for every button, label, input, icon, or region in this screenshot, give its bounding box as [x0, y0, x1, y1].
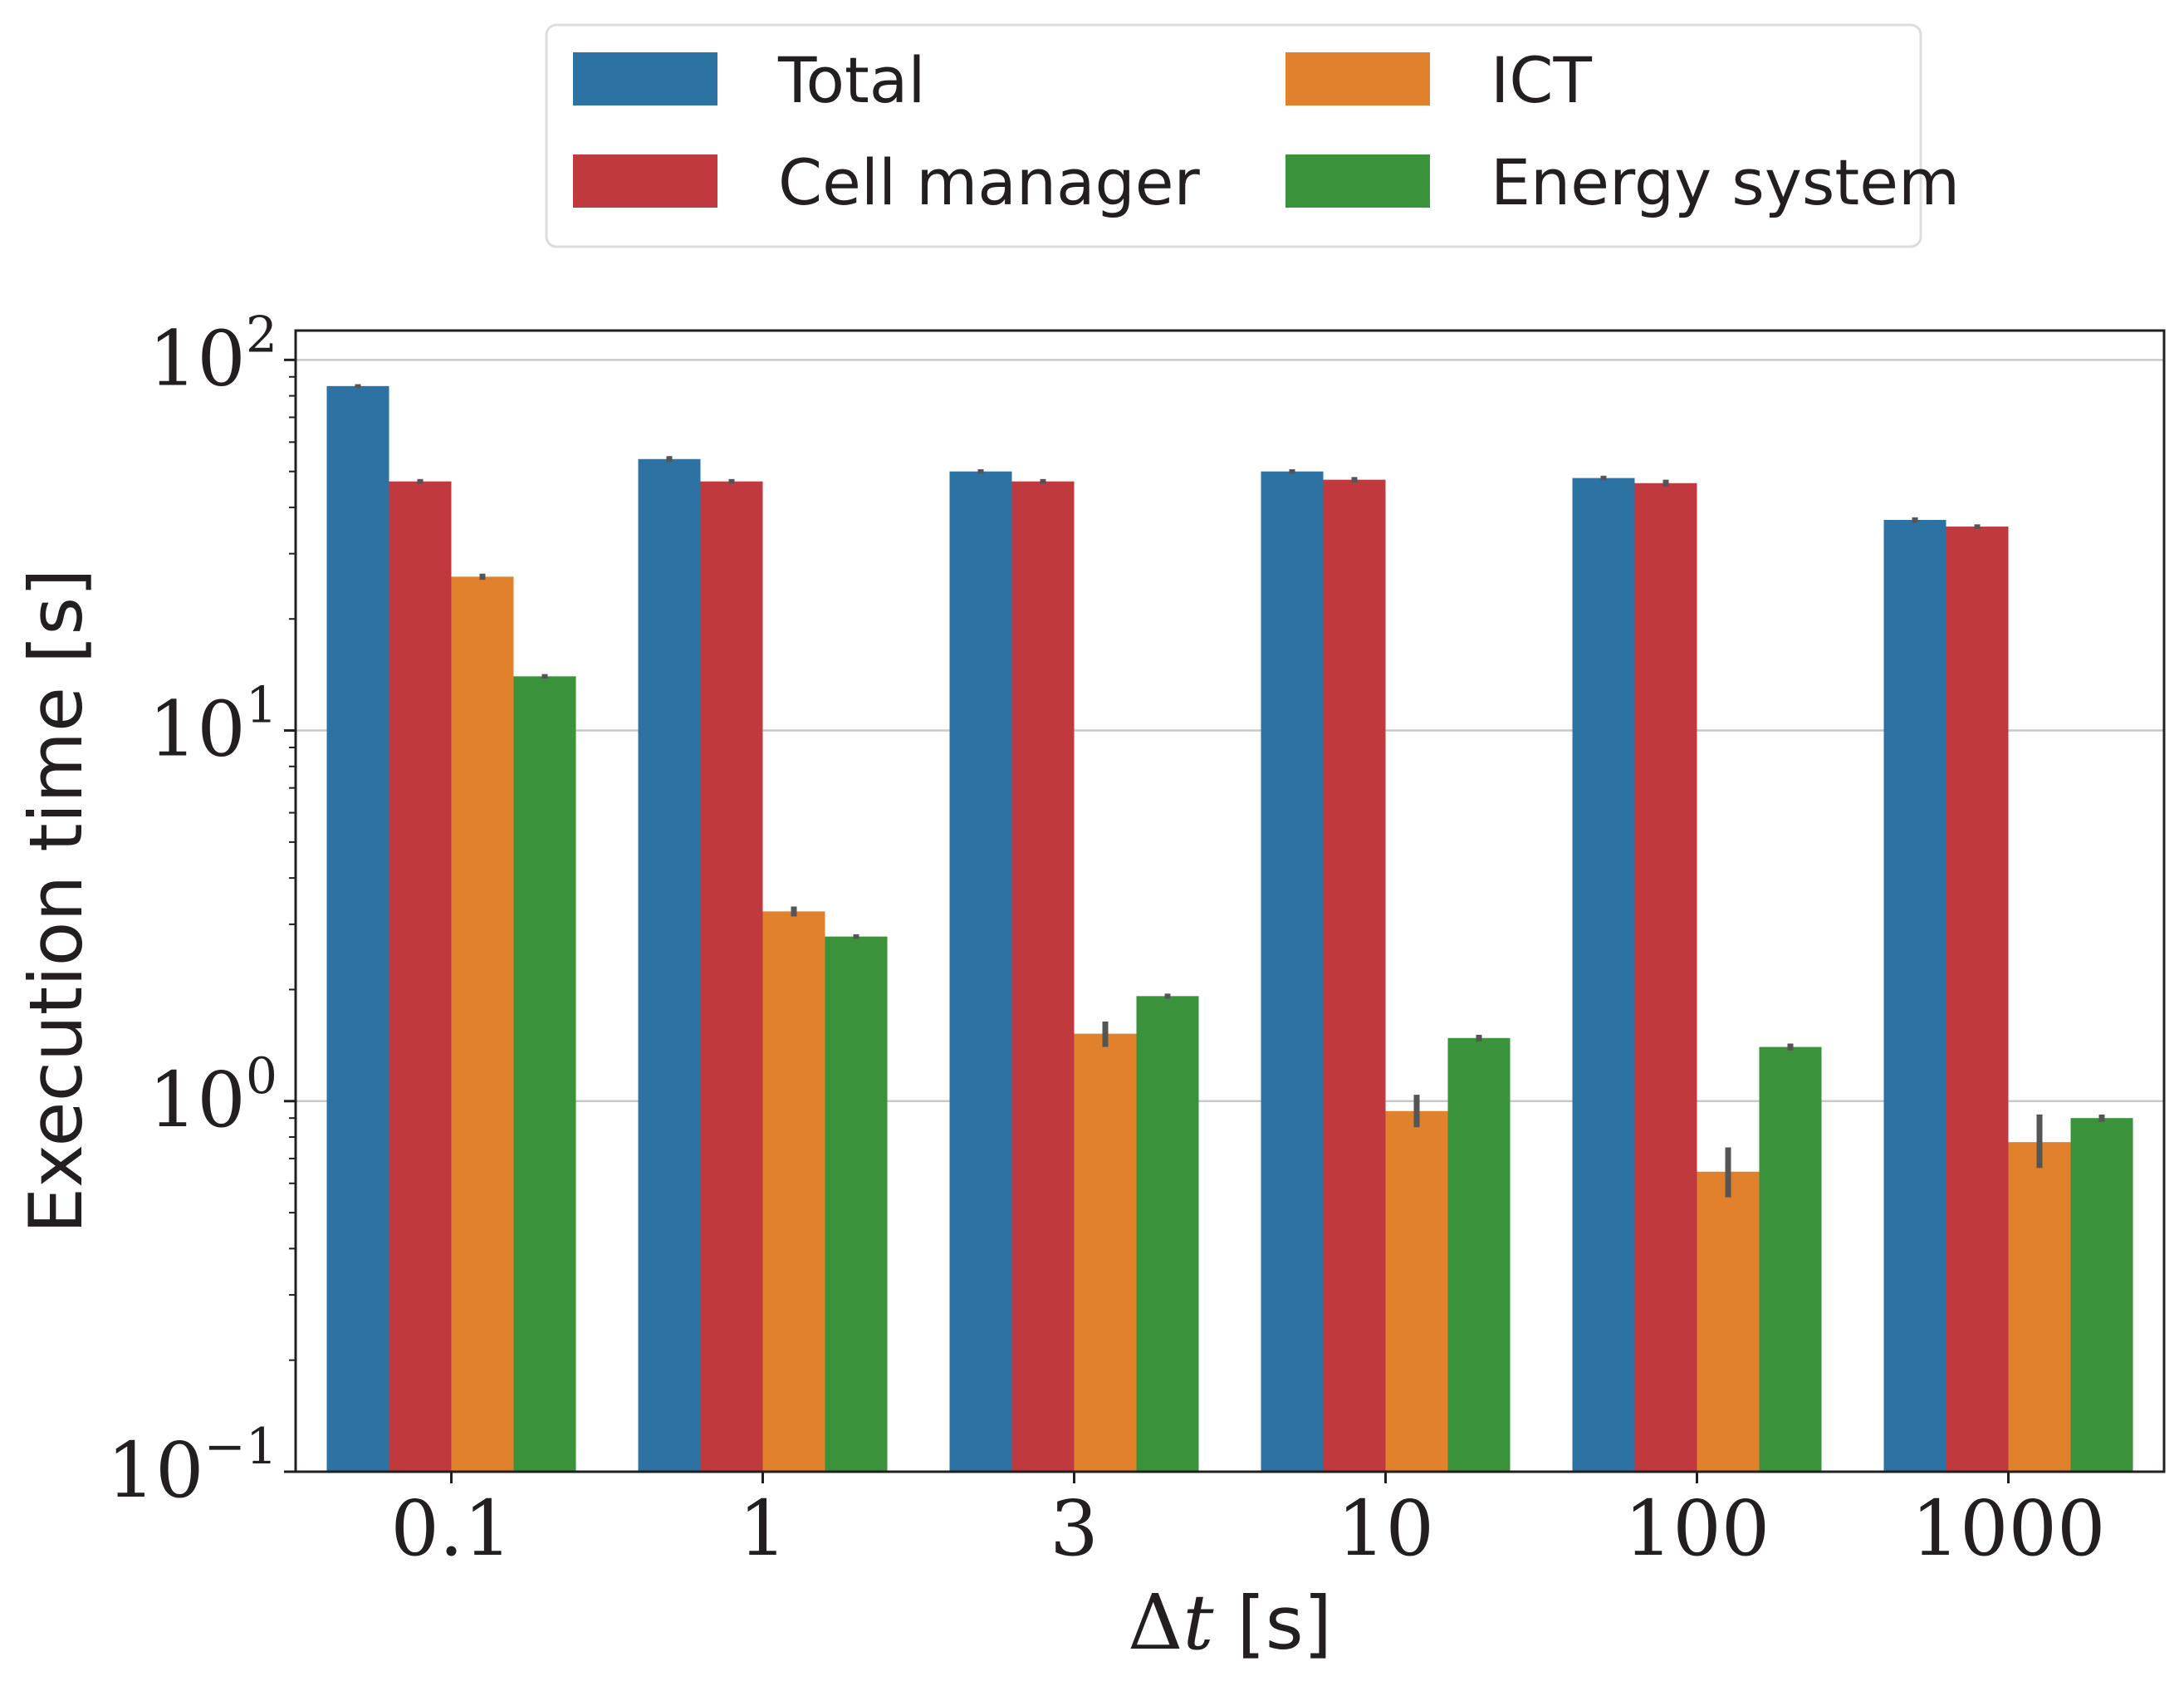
bar-energy-system — [1447, 1037, 1511, 1472]
bar-cell-manager — [1946, 527, 2009, 1472]
bar-energy-system — [825, 936, 888, 1472]
y-tick-exponent: 1 — [246, 677, 277, 735]
bar-total — [1261, 471, 1324, 1472]
bar-energy-system — [1136, 996, 1199, 1472]
y-tick-label: 102 — [149, 306, 277, 403]
bar-ict — [451, 576, 514, 1472]
x-tick-label: 1 — [738, 1484, 787, 1573]
bar-ict — [1074, 1033, 1137, 1472]
y-axis-label: Execution time [s] — [13, 568, 99, 1233]
bar-cell-manager — [1634, 483, 1697, 1472]
bar-total — [1572, 478, 1635, 1472]
bar-total — [949, 471, 1012, 1472]
x-axis-label-unit: [s] — [1213, 1581, 1331, 1666]
x-tick-label: 3 — [1050, 1484, 1099, 1573]
y-tick-base: 10 — [149, 685, 246, 774]
legend-swatch-ict — [1285, 52, 1430, 105]
bar-cell-manager — [1323, 479, 1386, 1472]
legend-frame — [545, 23, 1922, 248]
y-tick-label: 101 — [149, 677, 277, 774]
y-tick-exponent: 2 — [246, 306, 277, 364]
legend-swatch-cell-manager — [573, 154, 717, 208]
bar-total — [1883, 520, 1947, 1473]
x-tick-label: 10 — [1337, 1484, 1434, 1573]
legend-label: Energy system — [1491, 145, 1960, 219]
y-tick-base: 10 — [106, 1426, 203, 1515]
legend-label: ICT — [1491, 43, 1592, 117]
y-tick-label: 100 — [149, 1047, 277, 1144]
x-axis-label: Δt [s] — [1128, 1578, 1332, 1667]
bar-cell-manager — [389, 481, 452, 1472]
bar-energy-system — [513, 676, 576, 1472]
bar-total — [638, 458, 701, 1472]
legend-swatch-energy-system — [1285, 154, 1430, 208]
bar-ict — [1697, 1171, 1760, 1472]
bar-total — [326, 385, 389, 1472]
x-tick-label: 100 — [1624, 1484, 1770, 1573]
bar-ict — [762, 911, 825, 1472]
bar-ict — [1385, 1110, 1448, 1472]
plot-frame — [294, 329, 2166, 1473]
bar-energy-system — [2070, 1118, 2133, 1472]
x-axis-label-symbol: Δ — [1128, 1578, 1183, 1667]
bar-cell-manager — [1011, 481, 1075, 1472]
bar-cell-manager — [700, 481, 763, 1472]
bar-ict — [2008, 1142, 2071, 1472]
y-tick-exponent: −1 — [204, 1418, 277, 1476]
legend: Total Cell manager ICT Energy system — [545, 23, 1960, 248]
y-tick-base: 10 — [149, 314, 246, 403]
x-axis-label-variable: t — [1183, 1578, 1214, 1667]
x-tick-label: 0.1 — [390, 1484, 512, 1573]
y-tick-base: 10 — [149, 1056, 246, 1144]
legend-swatch-total — [573, 52, 717, 105]
bar-energy-system — [1759, 1046, 1822, 1472]
legend-label: Total — [777, 43, 926, 117]
x-tick-label: 1000 — [1911, 1484, 2105, 1573]
y-tick-exponent: 0 — [246, 1047, 277, 1105]
legend-label: Cell manager — [778, 145, 1201, 219]
y-tick-label: 10−1 — [106, 1418, 277, 1515]
